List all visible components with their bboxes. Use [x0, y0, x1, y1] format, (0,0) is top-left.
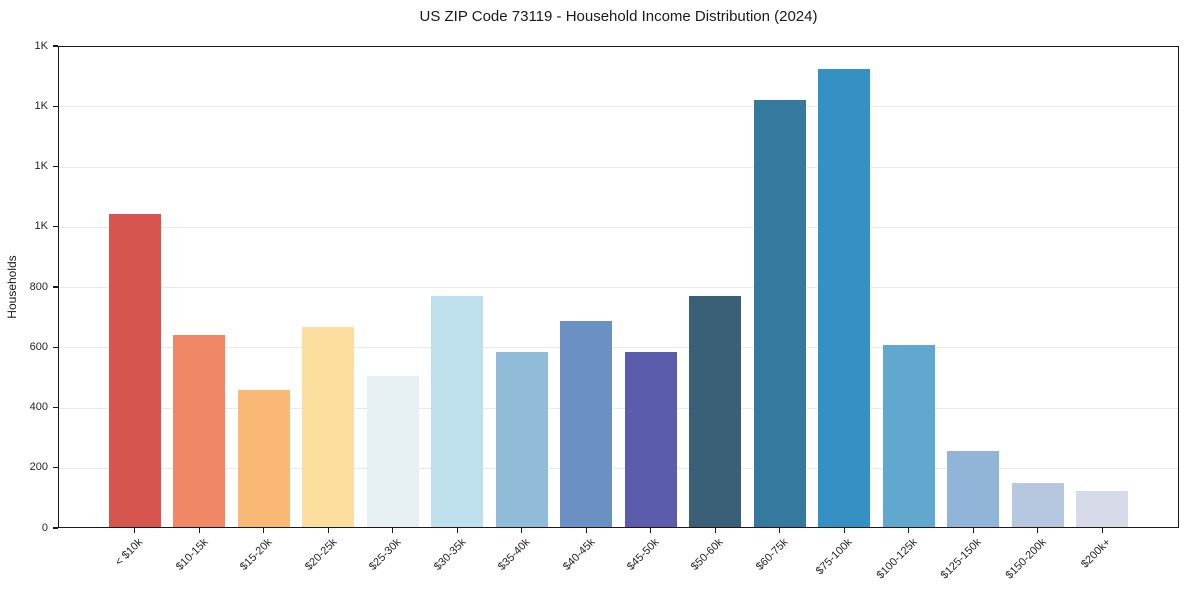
- bar-$50-60k: [689, 296, 742, 528]
- x-tick-label: $15-20k: [237, 536, 275, 573]
- x-tick-label: $35-40k: [495, 536, 533, 573]
- y-tick-mark: [53, 286, 58, 288]
- x-tick-mark: [134, 528, 136, 533]
- y-tick-label: 1K: [34, 99, 48, 112]
- x-tick-mark: [1101, 528, 1103, 533]
- x-tick-label: $125-150k: [938, 536, 985, 582]
- x-tick-mark: [650, 528, 652, 533]
- bar-$35-40k: [495, 352, 548, 528]
- bar-$25-30k: [366, 375, 419, 528]
- chart-title: US ZIP Code 73119 - Household Income Dis…: [419, 8, 818, 25]
- y-tick-mark: [53, 165, 58, 168]
- x-tick-label: $45-50k: [624, 536, 662, 573]
- x-tick-mark: [779, 528, 781, 533]
- x-tick-mark: [714, 528, 716, 533]
- y-tick-label: 400: [29, 401, 48, 413]
- x-tick-mark: [392, 528, 394, 533]
- gridline: [58, 407, 1179, 409]
- y-tick-mark: [53, 346, 58, 348]
- gridline: [58, 287, 1179, 288]
- y-tick-label: 0: [41, 521, 48, 534]
- y-tick-label: 1K: [34, 39, 48, 52]
- x-tick-mark: [456, 528, 458, 533]
- x-tick-mark: [843, 528, 845, 533]
- bar-$10-15k: [173, 335, 226, 528]
- y-tick-mark: [53, 527, 58, 529]
- bar-$125-150k: [947, 451, 1000, 528]
- x-tick-mark: [908, 528, 910, 533]
- x-tick-label: $75-100k: [814, 536, 856, 578]
- plot-area: [58, 46, 1179, 528]
- x-tick-label: $150-200k: [1003, 536, 1049, 582]
- bar-$15-20k: [237, 389, 290, 528]
- bar-$45-50k: [624, 352, 677, 528]
- bar-$150-200k: [1011, 482, 1064, 528]
- x-tick-label: $50-60k: [689, 536, 727, 573]
- x-tick-mark: [327, 528, 329, 533]
- bar-$75-100k: [818, 68, 871, 528]
- y-tick-label: 600: [29, 340, 48, 353]
- x-tick-label: $200k+: [1078, 536, 1114, 571]
- x-tick-mark: [263, 528, 265, 533]
- y-tick-label: 200: [29, 461, 48, 474]
- bar-$30-35k: [431, 296, 484, 528]
- y-tick-mark: [53, 406, 58, 409]
- x-tick-label: $10-15k: [173, 536, 211, 573]
- x-tick-label: $20-25k: [302, 536, 340, 573]
- x-tick-label: $25-30k: [366, 536, 404, 573]
- bar-$20-25k: [302, 327, 355, 528]
- bar-$60-75k: [753, 99, 806, 528]
- x-tick-label: $40-45k: [560, 536, 598, 573]
- gridline: [58, 347, 1179, 349]
- x-tick-mark: [521, 528, 523, 533]
- y-tick-mark: [53, 226, 58, 228]
- y-tick-label: 1K: [34, 160, 48, 172]
- gridline: [58, 226, 1179, 228]
- x-tick-label: $30-35k: [431, 536, 469, 573]
- y-tick-mark: [53, 467, 58, 469]
- y-tick-label: 1K: [34, 220, 48, 233]
- x-tick-label: < $10k: [113, 536, 146, 569]
- x-tick-label: $100-125k: [874, 536, 920, 582]
- bar-$100-125k: [882, 344, 935, 528]
- x-tick-mark: [1037, 528, 1039, 533]
- x-tick-mark: [585, 528, 587, 533]
- y-tick-mark: [53, 45, 58, 47]
- y-tick-label: 800: [29, 280, 48, 293]
- gridline: [58, 106, 1179, 108]
- bar-$40-45k: [560, 321, 613, 528]
- x-tick-mark: [972, 528, 974, 533]
- x-tick-mark: [198, 528, 200, 533]
- x-tick-label: $60-75k: [753, 536, 791, 573]
- gridline: [58, 166, 1179, 168]
- y-tick-mark: [53, 105, 58, 107]
- gridline: [58, 467, 1179, 469]
- bar-< $10k: [108, 213, 161, 528]
- bar-$200k+: [1076, 490, 1129, 528]
